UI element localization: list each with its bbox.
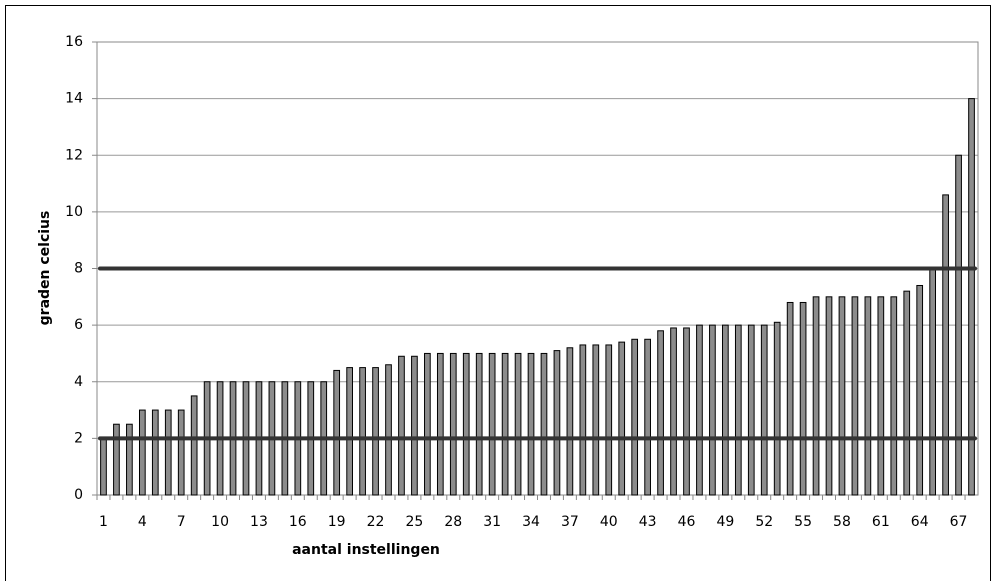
x-tick-label: 4: [138, 514, 147, 530]
x-tick-label: 40: [600, 514, 618, 530]
x-tick-label: 13: [250, 514, 268, 530]
bar: [864, 296, 872, 496]
x-tick-label: 7: [177, 514, 186, 530]
x-tick-label: 52: [755, 514, 773, 530]
bar: [968, 98, 975, 496]
bar: [436, 352, 444, 496]
bar: [164, 409, 172, 496]
x-tick-label: 1: [99, 514, 108, 530]
bar: [592, 344, 600, 496]
bar: [411, 355, 418, 496]
bar: [359, 367, 366, 496]
bar: [151, 409, 159, 496]
bar: [346, 367, 353, 496]
x-tick-label: 58: [833, 514, 851, 530]
bar: [126, 423, 133, 496]
bar: [138, 409, 146, 496]
x-tick-label: 55: [794, 514, 812, 530]
x-tick-label: 19: [328, 514, 346, 530]
bar: [786, 301, 794, 496]
bar: [838, 296, 846, 496]
y-tick-label: 8: [74, 261, 83, 277]
bar: [540, 352, 548, 496]
bar: [566, 347, 574, 496]
bar: [333, 369, 341, 496]
y-tick-label: 12: [65, 147, 83, 163]
x-tick-label: 34: [522, 514, 540, 530]
bar: [825, 296, 833, 496]
x-tick-label: 31: [483, 514, 501, 530]
bar: [475, 352, 483, 496]
bar: [890, 296, 898, 496]
bar: [670, 327, 677, 496]
bar: [851, 296, 859, 496]
y-tick-label: 2: [74, 430, 83, 446]
bar: [372, 367, 379, 496]
bar: [877, 296, 885, 496]
x-tick-label: 28: [444, 514, 462, 530]
y-tick-label: 14: [65, 91, 83, 107]
chart-border: [5, 5, 991, 581]
bar: [462, 352, 470, 496]
bar: [385, 364, 392, 496]
y-tick-label: 6: [74, 317, 83, 333]
bar: [696, 324, 703, 496]
x-axis-title: aantal instellingen: [292, 542, 440, 558]
y-tick-label: 0: [74, 487, 83, 503]
bar: [177, 409, 185, 496]
bar: [113, 423, 120, 496]
bar: [618, 341, 626, 496]
bar: [488, 352, 496, 496]
bar: [683, 327, 690, 496]
bar: [657, 330, 664, 496]
x-tick-label: 61: [872, 514, 890, 530]
bar: [916, 284, 924, 496]
bar: [644, 338, 651, 496]
bar: [527, 352, 535, 496]
bar: [734, 324, 742, 496]
x-tick-label: 37: [561, 514, 579, 530]
bar: [398, 355, 405, 496]
bar: [773, 321, 781, 496]
bar: [760, 324, 768, 496]
x-tick-label: 25: [406, 514, 424, 530]
x-tick-label: 67: [950, 514, 968, 530]
bar: [955, 154, 962, 496]
bar: [190, 395, 198, 496]
bar: [501, 352, 509, 496]
bar: [747, 324, 755, 496]
y-tick-label: 4: [74, 374, 83, 390]
bar: [903, 290, 911, 496]
bar: [100, 437, 107, 496]
bar: [929, 268, 937, 496]
y-tick-label: 10: [65, 204, 83, 220]
bar: [553, 350, 561, 496]
bar: [605, 344, 613, 496]
bar: [799, 301, 807, 496]
x-tick-label: 22: [367, 514, 385, 530]
bar: [722, 324, 729, 496]
bar: [631, 338, 639, 496]
bar: [449, 352, 457, 496]
bar: [424, 352, 431, 496]
x-tick-label: 16: [289, 514, 307, 530]
bar: [579, 344, 587, 496]
x-tick-label: 10: [211, 514, 229, 530]
x-tick-label: 49: [716, 514, 734, 530]
x-tick-label: 46: [678, 514, 696, 530]
x-tick-label: 43: [639, 514, 657, 530]
bar: [709, 324, 716, 496]
bar: [942, 194, 949, 496]
y-axis-title: graden celcius: [37, 211, 53, 326]
bar: [812, 296, 820, 496]
y-tick-label: 16: [65, 34, 83, 50]
bar: [514, 352, 522, 496]
x-tick-label: 64: [911, 514, 929, 530]
